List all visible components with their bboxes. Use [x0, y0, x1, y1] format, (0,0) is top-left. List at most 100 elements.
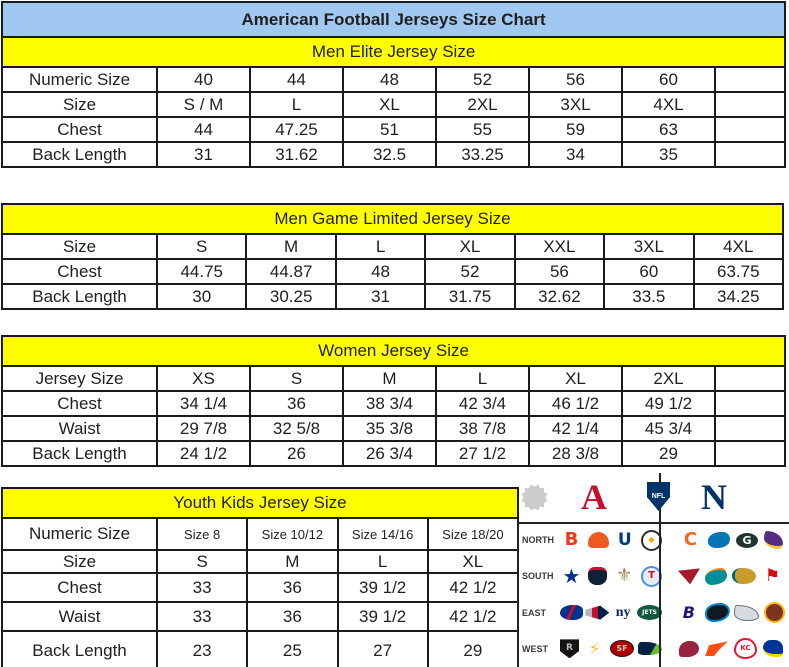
size-cell: 35 3/8: [342, 415, 437, 442]
size-cell: 39 1/2: [336, 601, 429, 632]
size-cell: 32.62: [513, 283, 606, 310]
section-header-women: Women Jersey Size: [0, 335, 787, 367]
raiders-logo: R: [560, 639, 579, 659]
size-cell: XL: [342, 91, 437, 118]
size-cell: XL: [528, 365, 623, 392]
row-label: Chest: [1, 572, 158, 603]
cowboys-logo: ★: [562, 564, 581, 589]
size-cell: 35: [621, 141, 716, 168]
women-size-table: Women Jersey Size Jersey Size XS S M L XL 2XL C…: [0, 335, 787, 467]
table-row: Chest 33 36 39 1/2 42 1/2: [1, 572, 520, 603]
division-row: SOUTH ★ ⚜ T ⚑: [519, 558, 789, 594]
row-label: Back Length: [1, 283, 158, 310]
size-cell: 63: [621, 116, 716, 143]
rams-logo: [763, 640, 783, 658]
conference-header: A NFL N: [517, 473, 789, 524]
size-cell: 40: [156, 66, 251, 93]
size-cell: 31.75: [424, 283, 516, 310]
size-cell: 36: [246, 572, 339, 603]
jets-logo: JETS: [636, 605, 662, 621]
size-cell: 23: [155, 630, 249, 667]
size-cell: 44: [249, 66, 344, 93]
row-label: Size: [1, 91, 158, 118]
row-label: Back Length: [1, 440, 158, 467]
size-cell: 63.75: [692, 258, 785, 285]
size-cell: [713, 91, 787, 118]
size-cell: 29 7/8: [156, 415, 251, 442]
size-cell: 42 3/4: [435, 390, 530, 417]
size-cell: 56: [528, 66, 623, 93]
table-row: Size S M L XL: [1, 549, 520, 574]
patriots-logo: [585, 605, 610, 620]
nfl-teams-panel: A NFL N NORTH B U ◆ C G SOUTH ★ ⚜ T ⚑ EAST ny JETS B WE…: [517, 473, 789, 667]
texans-logo: [588, 567, 608, 586]
size-cell: XXL: [513, 233, 606, 260]
row-label: Back Length: [1, 630, 158, 667]
size-cell: XL: [424, 233, 516, 260]
size-cell: 49 1/2: [621, 390, 716, 417]
table-row: Numeric Size Size 8 Size 10/12 Size 14/16 Si…: [1, 517, 520, 551]
size-cell: XS: [156, 365, 251, 392]
niners-logo: SF: [610, 640, 634, 658]
size-cell: [713, 440, 787, 467]
size-cell: L: [334, 233, 427, 260]
youth-kids-size-table: Youth Kids Jersey Size Numeric Size Size …: [1, 487, 520, 667]
size-cell: 34.25: [692, 283, 785, 310]
size-cell: 33: [155, 601, 249, 632]
size-cell: 39 1/2: [336, 572, 429, 603]
table-row: Numeric Size 40 44 48 52 56 60: [1, 66, 787, 93]
size-cell: 32.5: [342, 141, 437, 168]
titans-logo: T: [640, 565, 662, 587]
size-cell: [713, 141, 787, 168]
redskins-logo: [763, 602, 785, 624]
bengals-logo: B: [564, 529, 579, 551]
size-cell: 60: [603, 258, 695, 285]
size-cell: 33.5: [603, 283, 695, 310]
size-cell: 30: [155, 283, 248, 310]
division-label: NORTH: [522, 535, 554, 546]
size-cell: Size 10/12: [246, 517, 339, 551]
size-cell: 48: [334, 258, 427, 285]
division-label: WEST: [522, 643, 548, 654]
section-header-row: Youth Kids Jersey Size: [1, 487, 519, 519]
size-cell: 34: [528, 141, 623, 168]
browns-logo: [587, 532, 609, 549]
size-cell: 52: [424, 258, 516, 285]
size-cell: 24 1/2: [156, 440, 251, 467]
size-cell: Size 18/20: [426, 517, 520, 551]
size-cell: [713, 116, 787, 143]
cardinals-logo: [679, 640, 699, 657]
packers-logo: G: [736, 532, 758, 548]
size-cell: [713, 415, 787, 442]
afc-team-logos: ★ ⚜ T: [560, 564, 667, 589]
giants-logo: ny: [615, 604, 631, 620]
saints-logo: ⚜: [616, 565, 633, 587]
row-label: Chest: [1, 258, 158, 285]
nfl-shield-logo: NFL: [647, 482, 670, 511]
size-cell: 36: [249, 390, 344, 417]
row-label: Numeric Size: [1, 66, 158, 93]
nfc-logo: N: [701, 477, 727, 517]
size-cell: 32 5/8: [249, 415, 344, 442]
division-row: EAST ny JETS B: [519, 595, 789, 631]
row-label: Size: [1, 549, 158, 574]
nfc-team-logos: KC: [667, 638, 789, 660]
seahawks-logo: [638, 642, 662, 656]
afc-logo: A: [581, 477, 607, 517]
division-row: WEST R ⚡ SF KC: [519, 631, 789, 667]
size-cell: 2XL: [621, 365, 716, 392]
size-cell: S: [155, 233, 248, 260]
jaguars-logo: [732, 568, 756, 585]
size-cell: 47.25: [249, 116, 344, 143]
dolphins-logo: [705, 567, 727, 585]
size-cell: 56: [513, 258, 606, 285]
size-cell: M: [246, 549, 339, 574]
size-cell: 60: [621, 66, 716, 93]
size-cell: 3XL: [528, 91, 623, 118]
ravens-logo: B: [682, 602, 695, 622]
division-label: SOUTH: [522, 571, 554, 582]
table-row: Back Length 24 1/2 26 26 3/4 27 1/2 28 3/8 29: [1, 440, 787, 467]
size-cell: Size 8: [155, 517, 249, 551]
section-header-men-elite: Men Elite Jersey Size: [0, 36, 787, 68]
